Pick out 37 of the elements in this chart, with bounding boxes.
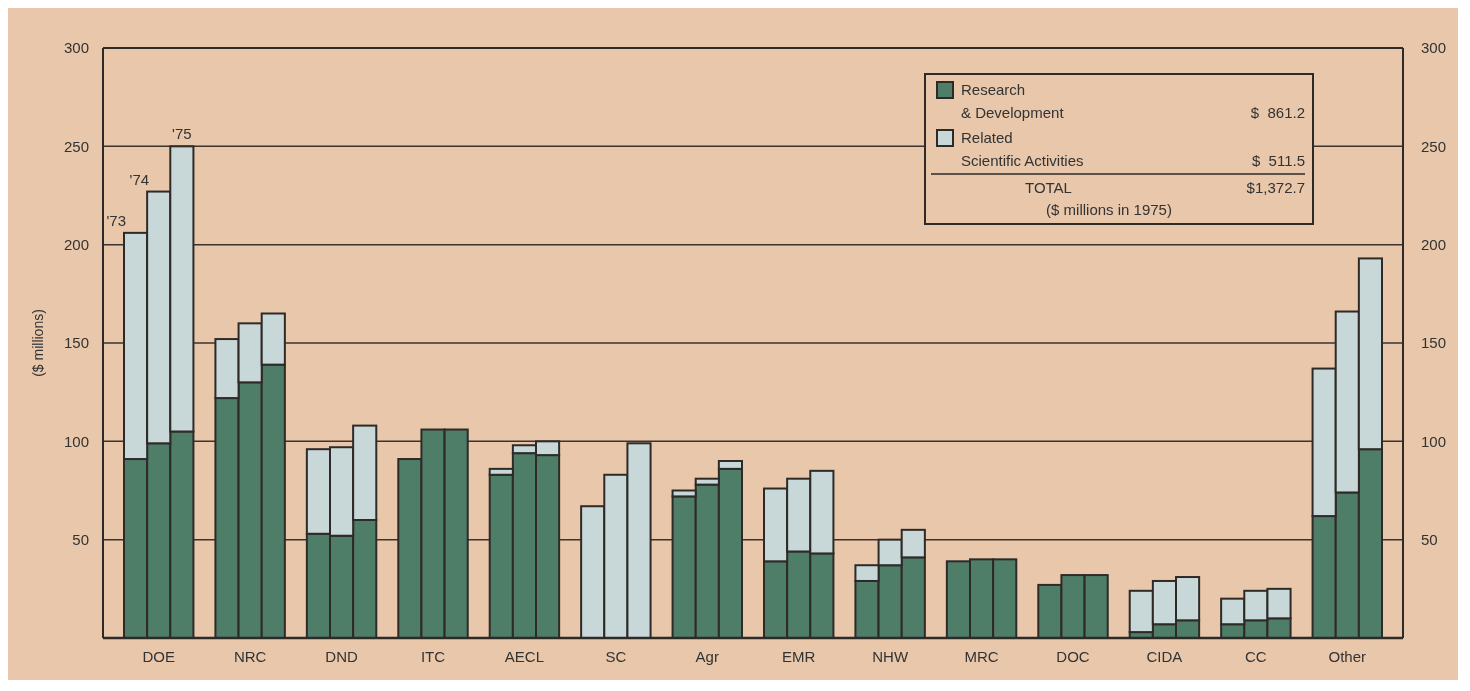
x-tick-label: CC	[1245, 648, 1267, 665]
legend-label: Related Scientific Activities	[961, 129, 1084, 169]
annotation: '75	[172, 125, 192, 143]
annotation: '74	[129, 170, 150, 188]
y-axis-title: ($ millions)	[30, 309, 46, 377]
x-tick-label: Agr	[695, 648, 719, 665]
x-tick-label: NHW	[872, 648, 909, 665]
y-tick-label: 100	[63, 432, 89, 450]
y2-tick-label: 300	[1421, 39, 1447, 57]
y-tick-label: 300	[63, 39, 89, 57]
annotation: ($ millions in 1975)	[1046, 201, 1172, 218]
x-tick-label: MRC	[964, 648, 999, 665]
x-tick-label: SC	[605, 648, 627, 665]
y-tick-label: 250	[63, 137, 89, 155]
x-tick-label: AECL	[504, 648, 545, 665]
y-tick-label: 200	[63, 235, 89, 253]
y-tick-label: 50	[72, 530, 89, 548]
annotation: TOTAL	[1025, 179, 1072, 196]
x-tick-label: NRC	[233, 648, 267, 665]
x-tick-label: DOC	[1056, 648, 1090, 665]
x-tick-label: ITC	[420, 648, 446, 665]
annotation: '73	[106, 211, 126, 229]
legend-label: Research & Development	[961, 81, 1065, 121]
x-tick-label: Other	[1328, 648, 1367, 665]
y2-tick-label: 100	[1421, 432, 1447, 450]
y2-tick-label: 200	[1421, 235, 1447, 253]
x-tick-label: EMR	[782, 648, 816, 665]
x-tick-label: CIDA	[1146, 648, 1183, 665]
annotation: $ 511.5	[1251, 152, 1305, 169]
annotation: $1,372.7	[1246, 179, 1305, 196]
x-tick-label: DND	[325, 648, 358, 665]
y2-tick-label: 50	[1421, 530, 1438, 548]
y2-tick-label: 150	[1421, 334, 1447, 352]
y-tick-label: 150	[63, 334, 89, 352]
y2-tick-label: 250	[1421, 137, 1447, 155]
annotation: $ 861.2	[1250, 104, 1305, 121]
x-tick-label: DOE	[142, 648, 175, 665]
